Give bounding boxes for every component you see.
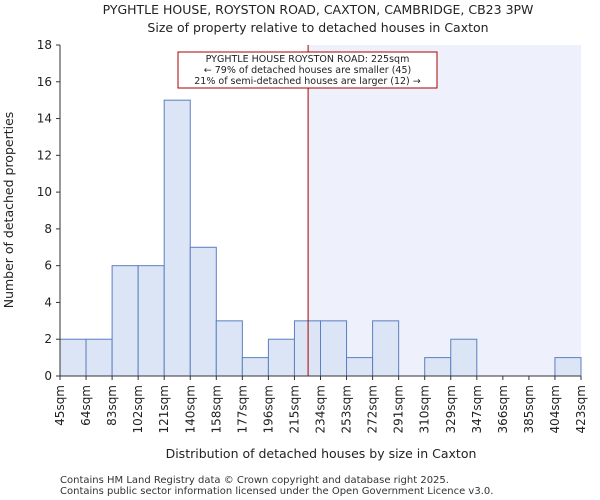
bar [346, 357, 374, 377]
chart-subtitle: Size of property relative to detached ho… [147, 20, 488, 35]
x-tick-label: 347sqm [470, 385, 484, 433]
bar [85, 338, 113, 377]
footer-line-1: Contains HM Land Registry data © Crown c… [60, 475, 449, 486]
footer-line-2: Contains public sector information licen… [60, 486, 493, 497]
y-axis-label: Number of detached properties [1, 112, 16, 309]
y-tick-label: 18 [37, 38, 52, 52]
x-tick-label: 121sqm [157, 385, 171, 433]
y-tick-label: 6 [44, 259, 52, 273]
x-tick-label: 140sqm [183, 385, 197, 433]
bar [111, 265, 139, 377]
x-tick-label: 366sqm [496, 385, 510, 433]
x-tick-label: 234sqm [314, 385, 328, 433]
chart-title: PYGHTLE HOUSE, ROYSTON ROAD, CAXTON, CAM… [103, 2, 534, 17]
y-tick-label: 14 [37, 112, 52, 126]
x-tick-label: 45sqm [53, 385, 67, 426]
bar [59, 338, 87, 377]
annotation-box [177, 51, 438, 89]
y-tick-label: 8 [44, 222, 52, 236]
x-tick-label: 196sqm [261, 385, 275, 433]
x-tick-label: 253sqm [340, 385, 354, 433]
annotation-line: 21% of semi-detached houses are larger (… [194, 76, 421, 87]
y-tick-label: 4 [44, 295, 52, 309]
bar [424, 357, 452, 377]
bar [554, 357, 582, 377]
bar [163, 99, 191, 377]
bar [320, 320, 348, 377]
x-tick-label: 272sqm [366, 385, 380, 433]
bar [241, 357, 269, 377]
bar [215, 320, 243, 377]
x-tick-label: 177sqm [235, 385, 249, 433]
x-tick-label: 291sqm [392, 385, 406, 433]
y-tick-label: 0 [44, 369, 52, 383]
x-tick-label: 310sqm [418, 385, 432, 433]
bar [189, 246, 217, 377]
bar [372, 320, 400, 377]
y-tick-label: 10 [37, 185, 52, 199]
x-tick-label: 404sqm [548, 385, 562, 433]
x-tick-label: 215sqm [287, 385, 301, 433]
x-tick-label: 64sqm [79, 385, 93, 426]
bar [293, 320, 322, 377]
x-tick-label: 423sqm [574, 385, 588, 433]
x-tick-label: 83sqm [105, 385, 119, 426]
y-tick-label: 12 [37, 148, 52, 162]
bar [137, 265, 165, 377]
x-axis-label: Distribution of detached houses by size … [166, 446, 477, 461]
x-tick-label: 158sqm [209, 385, 223, 433]
y-tick-label: 2 [44, 332, 52, 346]
y-tick-label: 16 [37, 75, 52, 89]
bar [450, 338, 478, 377]
plot-area: 0 2 4 6 8 10 12 14 16 18 45sqm 64sqm 83sqm 102sqm 121s… [37, 38, 588, 433]
highlight-region [308, 45, 581, 376]
bar [267, 338, 295, 377]
x-tick-label: 102sqm [131, 385, 145, 433]
annotation-line: PYGHTLE HOUSE ROYSTON ROAD: 225sqm [206, 54, 410, 65]
x-tick-label: 329sqm [444, 385, 458, 433]
x-tick-label: 385sqm [522, 385, 536, 433]
annotation-line: ← 79% of detached houses are smaller (45… [204, 65, 411, 76]
